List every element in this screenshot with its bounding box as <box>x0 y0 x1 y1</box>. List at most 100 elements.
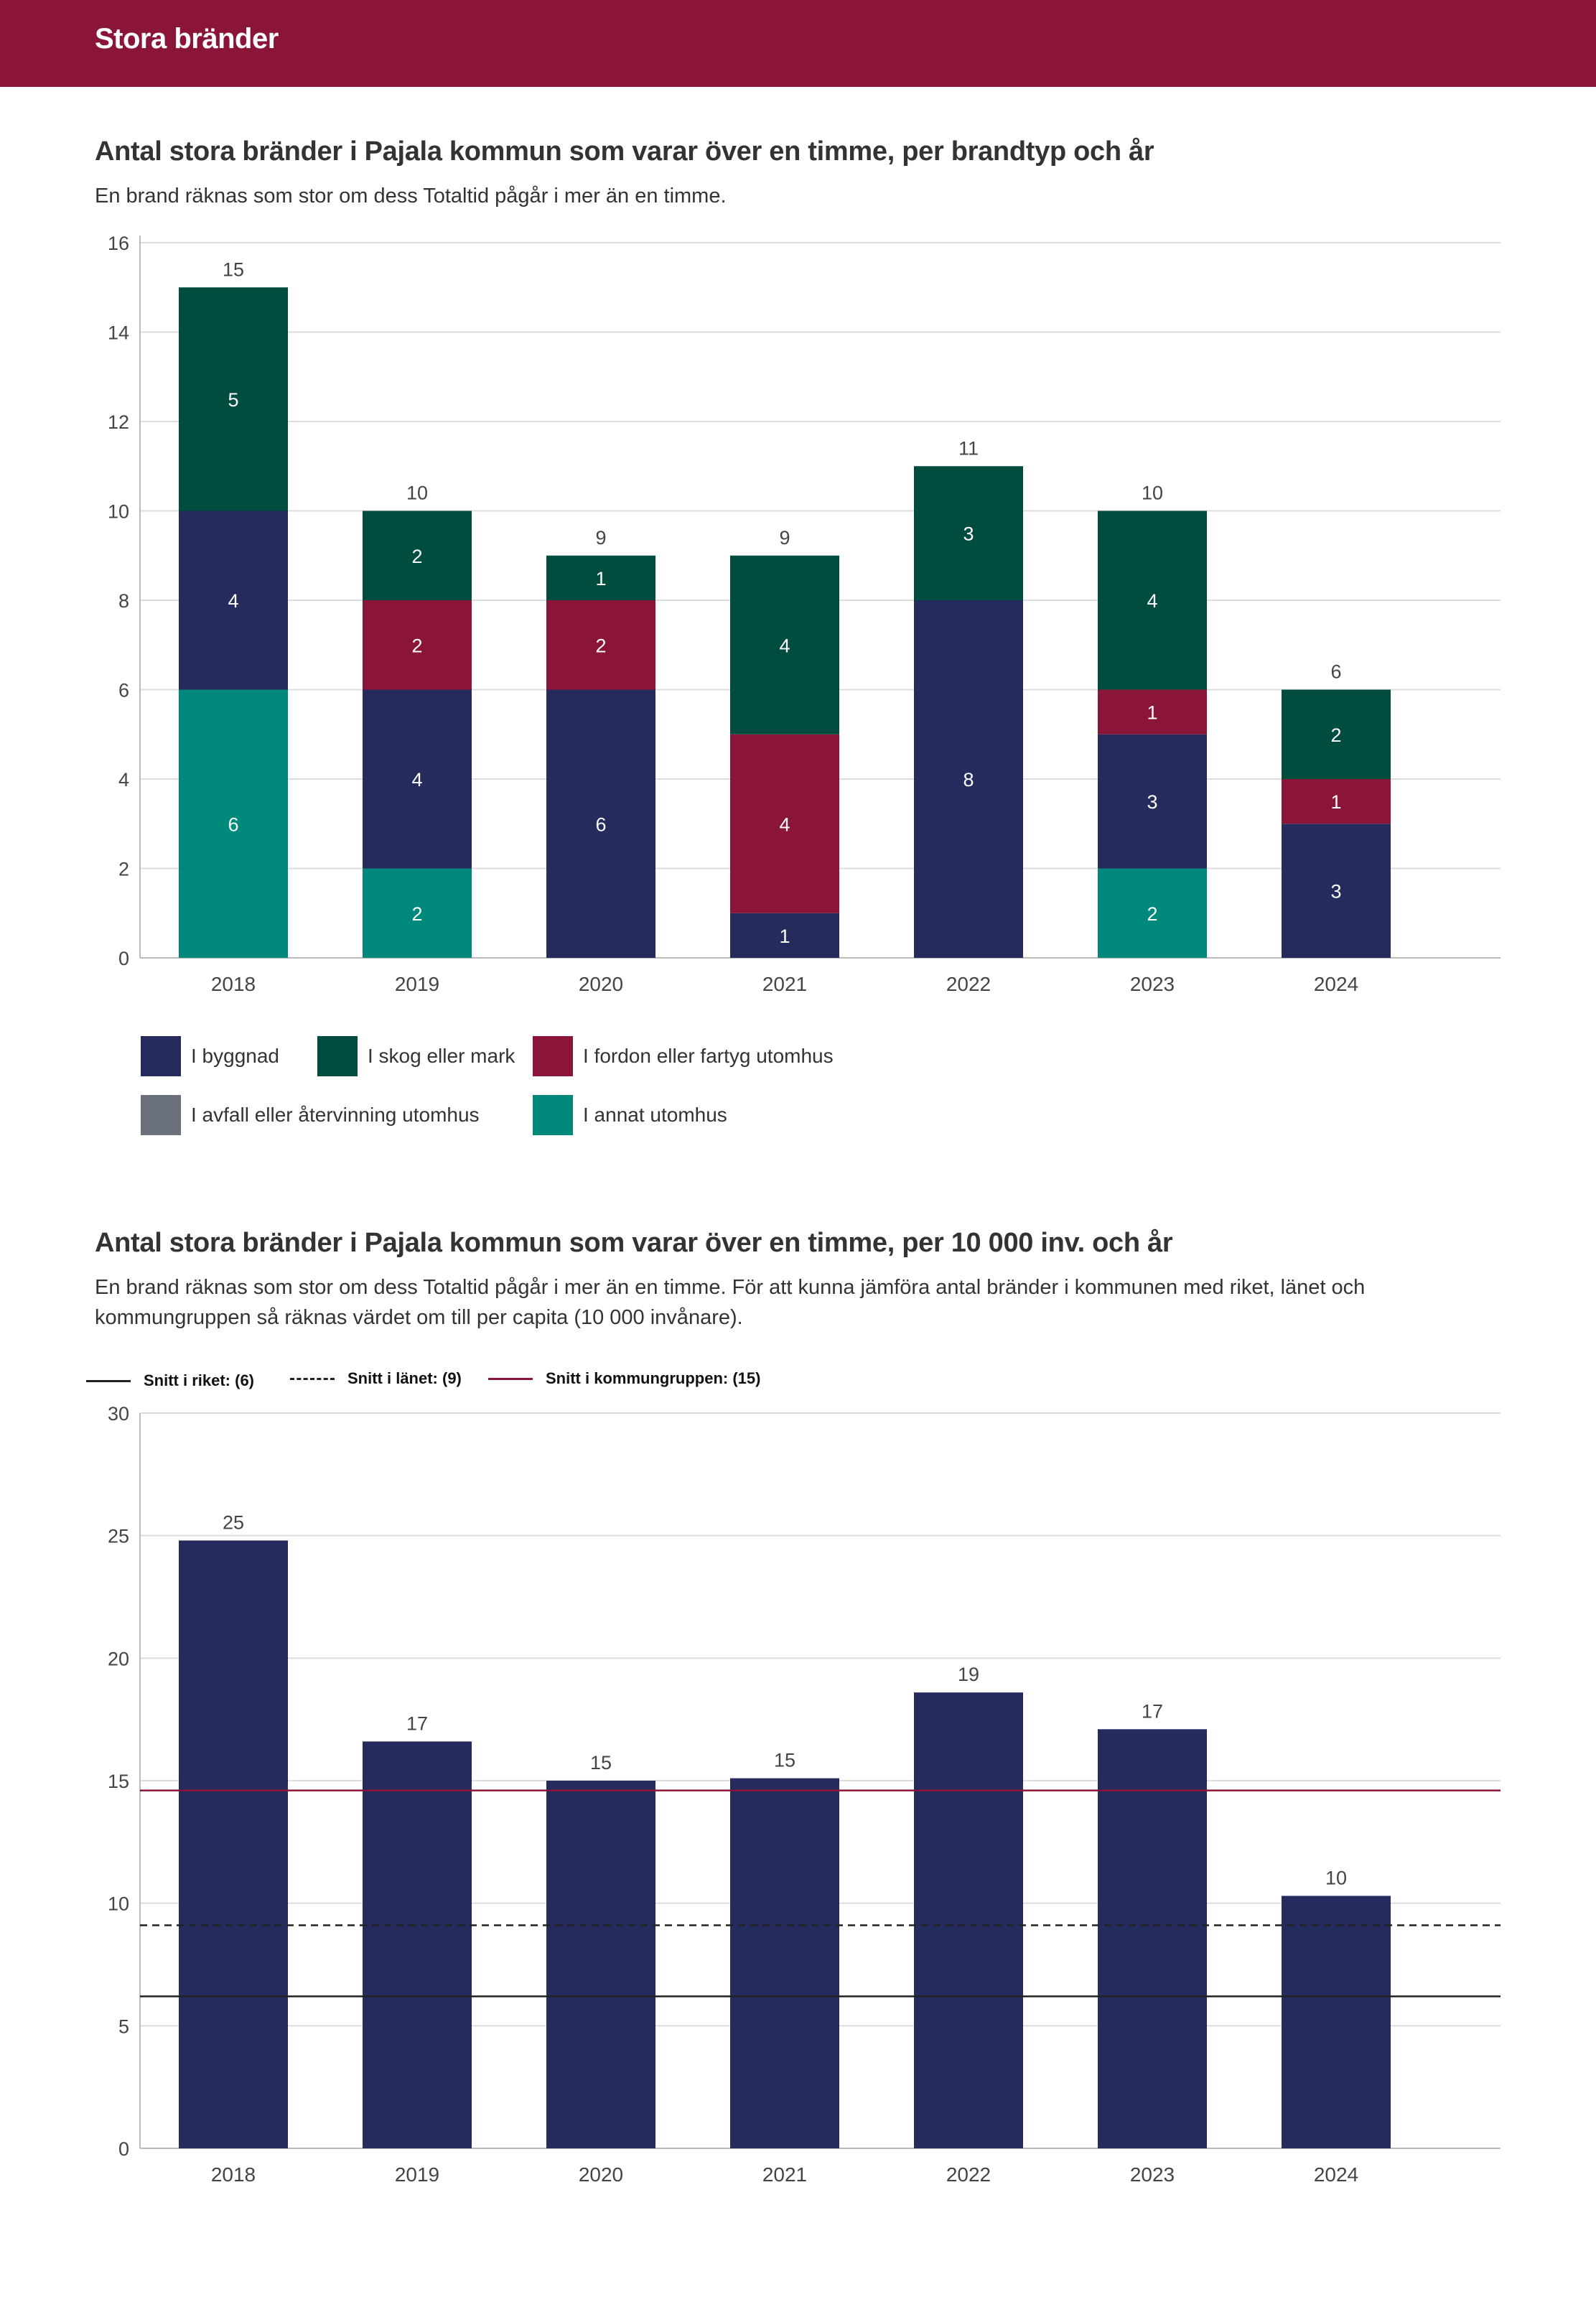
legend-label: I byggnad <box>191 1045 279 1067</box>
legend-swatch <box>317 1036 358 1076</box>
bar-segment <box>363 600 472 690</box>
legend-label: I avfall eller återvinning utomhus <box>191 1104 480 1126</box>
bar-segment <box>546 689 655 958</box>
bar <box>1098 1729 1207 2148</box>
bar-segment <box>1098 689 1207 735</box>
segment-label: 2 <box>411 635 422 656</box>
total-label: 9 <box>595 527 606 549</box>
segment-label: 3 <box>1330 881 1341 903</box>
y-tick-label: 10 <box>108 1893 129 1915</box>
ref-line-sample <box>86 1379 131 1382</box>
segment-label: 3 <box>1147 791 1157 813</box>
y-tick-label: 15 <box>108 1771 129 1792</box>
ref-legend-lanet: Snitt i länet: (9) <box>290 1368 462 1389</box>
segment-label: 4 <box>779 635 790 656</box>
bar-segment <box>363 689 472 869</box>
y-tick-label: 6 <box>118 680 129 702</box>
segment-label: 2 <box>1330 724 1341 746</box>
x-tick-label: 2023 <box>1130 2163 1175 2186</box>
legend-label: I fordon eller fartyg utomhus <box>583 1045 834 1067</box>
page-title: Stora bränder <box>95 23 279 55</box>
bar-value-label: 10 <box>1325 1867 1347 1888</box>
total-label: 15 <box>223 258 244 280</box>
bar-segment <box>546 600 655 690</box>
segment-label: 4 <box>1147 590 1157 612</box>
bar-segment <box>179 511 288 690</box>
y-tick-label: 30 <box>108 1403 129 1425</box>
bar-segment <box>1098 511 1207 690</box>
bar-value-label: 25 <box>223 1511 244 1533</box>
legend-item-skog: I skog eller mark <box>317 1036 515 1076</box>
chart1-title: Antal stora bränder i Pajala kommun som … <box>95 136 1154 167</box>
segment-label: 2 <box>411 546 422 567</box>
bar-chart-per-capita: 0 5 10 15 20 25 30 25 2018 17 2019 15 2020 15 2021 19 20… <box>108 1403 1501 2186</box>
bar-segment <box>1282 779 1391 824</box>
legend-item-fordon: I fordon eller fartyg utomhus <box>533 1036 834 1076</box>
bar-segment <box>1098 868 1207 958</box>
segment-label: 1 <box>1147 702 1157 724</box>
segment-label: 2 <box>1147 903 1157 925</box>
legend-swatch <box>533 1095 573 1135</box>
total-label: 10 <box>1142 483 1163 504</box>
y-tick-label: 10 <box>108 501 129 523</box>
ref-legend-label: Snitt i kommungruppen: (15) <box>546 1369 761 1387</box>
bar-value-label: 17 <box>406 1712 428 1734</box>
ref-line-sample <box>290 1377 335 1380</box>
x-tick-label: 2018 <box>211 973 256 995</box>
total-label: 10 <box>406 483 428 504</box>
y-tick-label: 8 <box>118 590 129 612</box>
total-label: 11 <box>958 437 979 459</box>
legend-swatch <box>141 1095 181 1135</box>
x-tick-label: 2021 <box>762 2163 807 2186</box>
bar <box>179 1540 288 2148</box>
legend-item-avfall: I avfall eller återvinning utomhus <box>141 1095 480 1135</box>
segment-label: 2 <box>595 635 606 656</box>
segment-label: 2 <box>411 903 422 925</box>
bar-segment <box>179 287 288 511</box>
chart1-subtitle: En brand räknas som stor om dess Totalti… <box>95 185 727 208</box>
chart2-title: Antal stora bränder i Pajala kommun som … <box>95 1228 1173 1258</box>
segment-label: 6 <box>595 814 606 835</box>
bar-segment <box>730 734 839 913</box>
ref-line-sample <box>488 1377 533 1380</box>
y-tick-label: 14 <box>108 322 129 344</box>
bar-segment <box>363 511 472 600</box>
y-tick-label: 16 <box>108 233 129 254</box>
ref-legend-riket: Snitt i riket: (6) <box>86 1370 254 1392</box>
x-tick-label: 2023 <box>1130 973 1175 995</box>
x-tick-label: 2018 <box>211 2163 256 2186</box>
segment-label: 4 <box>779 814 790 835</box>
legend-label: I annat utomhus <box>583 1104 727 1126</box>
segment-label: 8 <box>963 769 974 791</box>
bar-segment <box>914 600 1023 958</box>
bar-value-label: 19 <box>958 1664 979 1685</box>
total-label: 9 <box>779 527 790 549</box>
ref-legend-kommungruppen: Snitt i kommungruppen: (15) <box>488 1368 760 1389</box>
bar-segment <box>1098 734 1207 869</box>
bar-segment <box>730 555 839 735</box>
page-header: Stora bränder <box>0 0 1596 87</box>
bar-value-label: 17 <box>1142 1700 1163 1722</box>
segment-label: 1 <box>1330 791 1341 813</box>
legend-label: I skog eller mark <box>368 1045 515 1067</box>
x-tick-label: 2024 <box>1314 2163 1358 2186</box>
stacked-bar-chart: 0246810121416645152018242210201962192020… <box>108 233 1501 995</box>
bar-value-label: 15 <box>590 1752 612 1774</box>
ref-legend-label: Snitt i länet: (9) <box>347 1369 462 1387</box>
bar-segment <box>179 689 288 958</box>
x-tick-label: 2022 <box>946 973 991 995</box>
y-tick-label: 0 <box>118 948 129 969</box>
segment-label: 3 <box>963 523 974 545</box>
bar <box>730 1778 839 2148</box>
bar-segment <box>914 466 1023 600</box>
bar-segment <box>1282 689 1391 779</box>
y-tick-label: 20 <box>108 1648 129 1669</box>
y-tick-label: 5 <box>118 2015 129 2037</box>
bar-segment <box>1282 824 1391 958</box>
chart2-subtitle: En brand räknas som stor om dess Totalti… <box>95 1276 1366 1329</box>
y-tick-label: 2 <box>118 859 129 880</box>
bar <box>546 1781 655 2148</box>
bar-value-label: 15 <box>774 1750 795 1771</box>
legend-item-annat: I annat utomhus <box>533 1095 727 1135</box>
y-tick-label: 12 <box>108 411 129 433</box>
